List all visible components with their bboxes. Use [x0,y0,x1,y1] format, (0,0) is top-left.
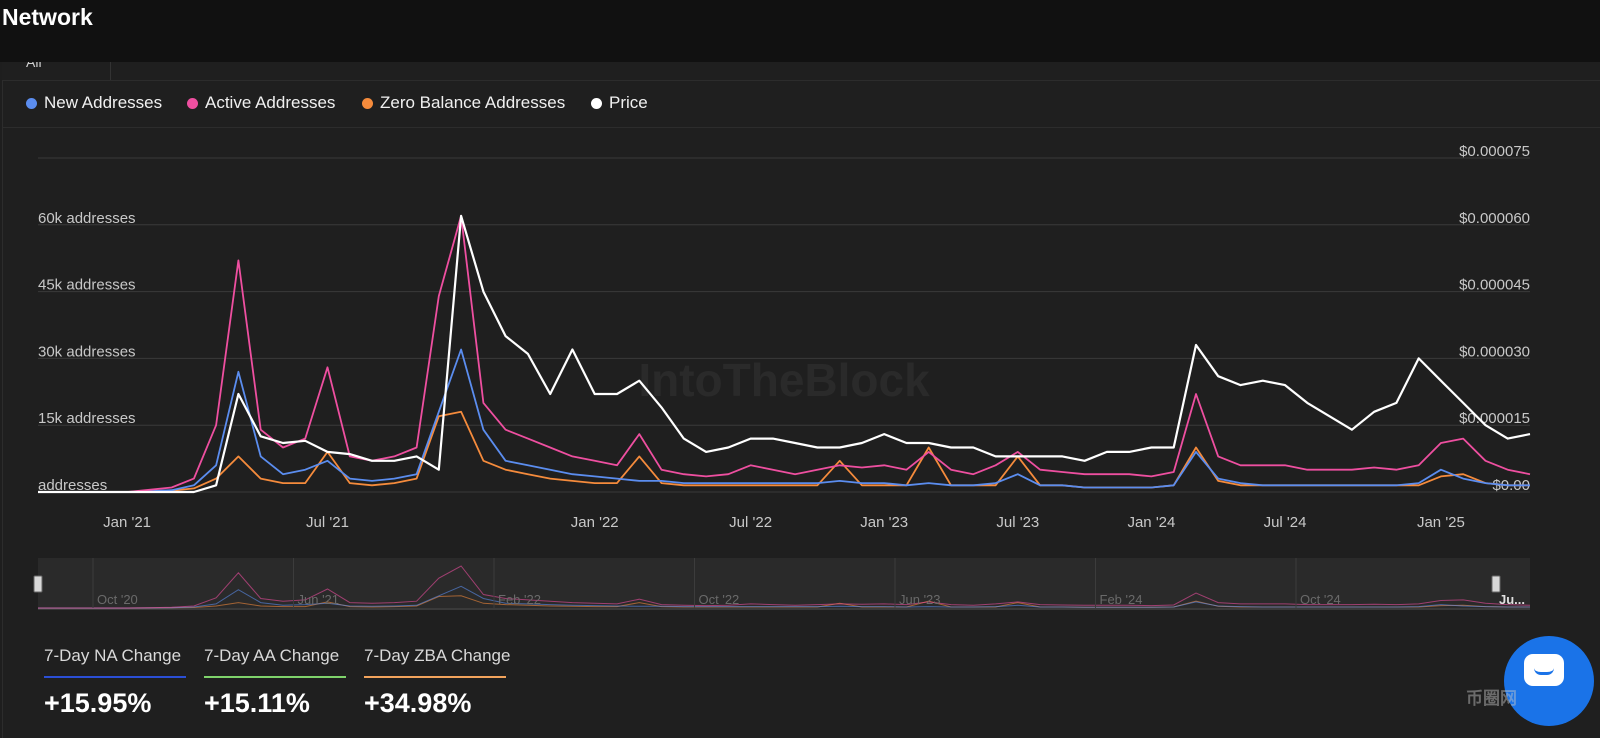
legend-item-zero-balance-addresses[interactable]: Zero Balance Addresses [362,93,565,113]
navigator-tick-label: Jun '23 [899,592,941,607]
stat-label: 7-Day AA Change [204,646,340,665]
legend-label: New Addresses [44,93,163,112]
range-tab-label: All [26,62,42,70]
navigator-tick-label: Ju... [1499,592,1525,607]
x-tick-label: Jan '22 [571,514,619,531]
y-left-tick-label: 15k addresses [38,410,136,427]
x-tick-label: Jul '21 [306,514,349,531]
range-tab-all[interactable]: All [2,62,111,81]
series-line-zero-balance-addresses [38,410,1530,493]
stat-underline [364,676,506,678]
legend-item-new-addresses[interactable]: New Addresses [26,93,162,113]
stat-na-change: 7-Day NA Change +15.95% [44,646,186,719]
network-chart[interactable]: IntoTheBlock addresses 15k addresses 30k ad… [0,126,1600,626]
chat-button[interactable] [1504,636,1594,726]
stat-underline [44,676,186,678]
series-line-price [38,214,1531,494]
navigator-left-handle[interactable] [33,575,43,593]
y-left-tick-label: addresses [38,477,107,494]
navigator-tick-label: Oct '20 [97,592,138,607]
legend-label: Zero Balance Addresses [380,93,566,112]
x-tick-label: Jan '21 [103,514,151,531]
legend-dot-icon [187,97,198,109]
stat-underline [204,676,346,678]
top-bar: Network [0,0,1600,62]
y-right-tick-label: $0.000015 [1459,410,1530,427]
navigator-tick-label: Oct '22 [699,592,740,607]
navigator-series-line [38,585,1530,609]
x-tick-label: Jul '22 [729,514,772,531]
y-left-tick-label: 60k addresses [38,210,136,227]
x-tick-label: Jul '24 [1264,514,1307,531]
chart-legend: New Addresses Active Addresses Zero Bala… [2,80,1600,128]
corner-watermark: 币圈网 [1466,689,1517,708]
legend-label: Price [609,93,648,112]
series-line-active-addresses [38,215,1531,493]
network-panel [2,62,1600,738]
navigator-tick-label: Oct '24 [1300,592,1341,607]
page-title: Network [2,4,93,30]
legend-item-active-addresses[interactable]: Active Addresses [187,93,335,113]
y-right-tick-label: $0.000075 [1459,143,1530,160]
x-tick-label: Jan '24 [1127,514,1175,531]
navigator-background [38,558,1530,608]
stat-value: +15.95% [44,688,152,718]
legend-dot-icon [26,97,37,109]
stat-aa-change: 7-Day AA Change +15.11% [204,646,346,719]
legend-dot-icon [362,97,373,109]
x-tick-label: Jul '23 [996,514,1039,531]
navigator-tick-label: Feb '24 [1100,592,1143,607]
chat-bubble-icon [1524,654,1564,686]
stat-value: +34.98% [364,688,472,718]
legend-label: Active Addresses [205,93,336,112]
stat-zba-change: 7-Day ZBA Change +34.98% [364,646,510,719]
legend-dot-icon [591,97,602,109]
watermark-text: IntoTheBlock [638,354,930,406]
legend-item-price[interactable]: Price [591,93,648,113]
x-tick-label: Jan '25 [1417,514,1465,531]
y-left-tick-label: 30k addresses [38,343,136,360]
y-right-tick-label: $0.000030 [1459,343,1530,360]
navigator-right-handle[interactable] [1491,575,1501,593]
stat-label: 7-Day ZBA Change [364,646,511,665]
navigator-series-line [38,565,1531,609]
stat-value: +15.11% [204,688,310,718]
stat-label: 7-Day NA Change [44,646,182,665]
y-right-tick-label: $0.000060 [1459,210,1530,227]
x-tick-label: Jan '23 [860,514,908,531]
y-right-tick-label: $0.000045 [1459,277,1530,294]
navigator-tick-label: Jun '21 [298,592,340,607]
series-line-new-addresses [38,348,1530,493]
navigator-tick-label: Feb '22 [498,592,541,607]
y-left-tick-label: 45k addresses [38,277,136,294]
